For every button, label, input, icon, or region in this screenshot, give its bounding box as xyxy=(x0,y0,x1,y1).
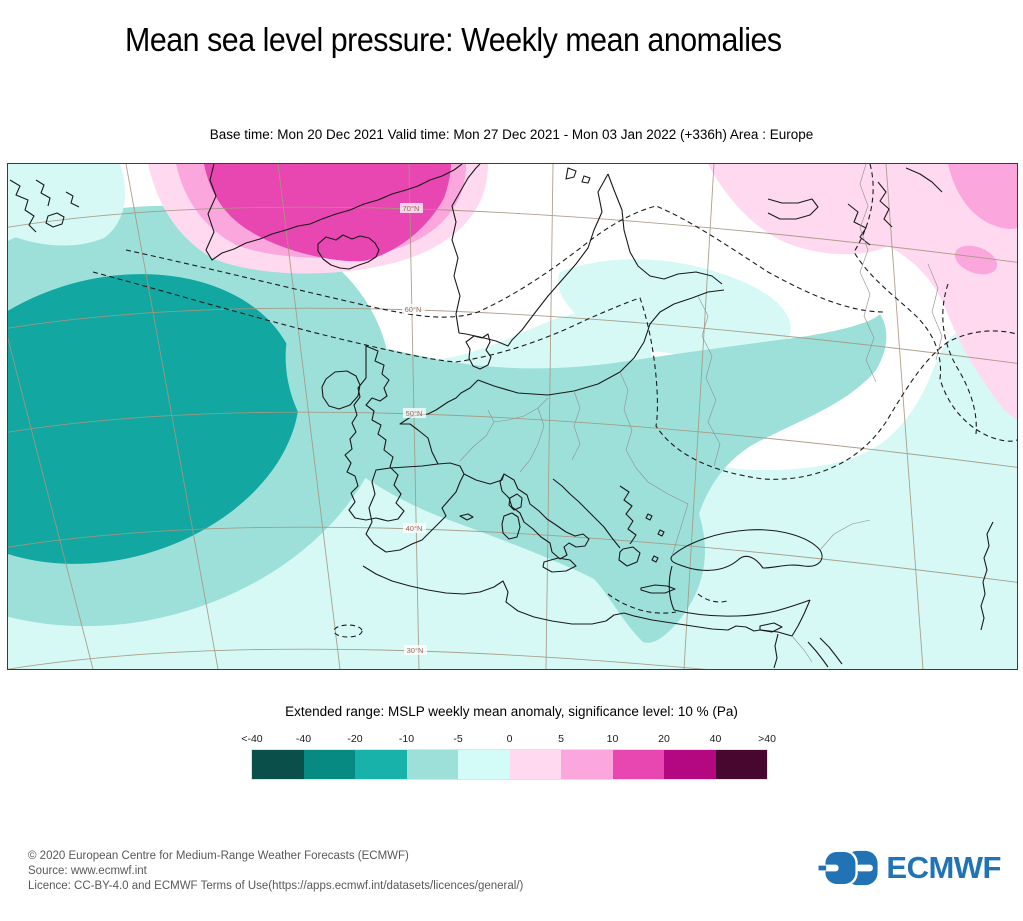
colorbar-ticks: <-40 -40 -20 -10 -5 0 5 10 20 40 >40 xyxy=(241,733,776,746)
lat-label-30n: 30°N xyxy=(407,646,424,655)
colorbar-tick-label: 40 xyxy=(709,733,722,745)
colorbar-cell xyxy=(664,750,716,779)
colorbar-cell xyxy=(509,750,561,779)
ecmwf-logo-text: ECMWF xyxy=(886,850,1001,885)
colorbar-tick-label: -5 xyxy=(453,733,463,745)
ecmwf-logo-icon xyxy=(818,849,878,887)
base-time-subtitle: Base time: Mon 20 Dec 2021 Valid time: M… xyxy=(209,127,814,142)
lat-label-40n: 40°N xyxy=(406,524,423,533)
latitude-labels: 70°N 60°N 50°N 40°N 30°N xyxy=(400,203,427,655)
coastlines xyxy=(9,164,994,669)
colorbar-tick-label: >40 xyxy=(758,733,776,745)
lat-label-50n: 50°N xyxy=(406,409,423,418)
anomaly-map: 70°N 60°N 50°N 40°N 30°N xyxy=(7,163,1018,670)
colorbar-tick-label: 5 xyxy=(558,733,564,745)
colorbar-cell xyxy=(458,750,510,779)
lat-label-70n: 70°N xyxy=(403,204,420,213)
licence-line: Licence: CC-BY-4.0 and ECMWF Terms of Us… xyxy=(28,879,524,892)
moderate-positive-spot-ne2 xyxy=(954,245,998,275)
colorbar-tick-label: -20 xyxy=(347,733,363,745)
colorbar-tick-label: 0 xyxy=(506,733,513,745)
moderate-positive-spot-ne xyxy=(948,164,1017,229)
strong-negative-core xyxy=(8,274,300,564)
colorbar-tick-label: 20 xyxy=(658,733,670,745)
colorbar-cell xyxy=(406,750,458,779)
map-canvas: 70°N 60°N 50°N 40°N 30°N xyxy=(8,164,1017,669)
colorbar-tick-label: 10 xyxy=(606,733,619,745)
colorbar xyxy=(251,749,768,780)
colorbar-tick-label: -10 xyxy=(398,733,415,745)
colorbar-tick-label: -40 xyxy=(295,733,312,745)
weak-positive-region-east xyxy=(708,164,1017,420)
ecmwf-logo: ECMWF xyxy=(818,848,1001,888)
copyright-line: © 2020 European Centre for Medium-Range … xyxy=(28,850,409,862)
colorbar-cell xyxy=(303,750,355,779)
colorbar-cell xyxy=(715,750,767,779)
country-borders xyxy=(459,164,943,663)
page-title: Mean sea level pressure: Weekly mean ano… xyxy=(125,21,782,58)
colorbar-cell xyxy=(252,750,304,779)
colorbar-cell xyxy=(612,750,664,779)
colorbar-cell xyxy=(561,750,613,779)
colorbar-cell xyxy=(355,750,407,779)
europe-medium-negative-band xyxy=(285,314,887,643)
lat-label-60n: 60°N xyxy=(405,305,422,314)
footer-credits: © 2020 European Centre for Medium-Range … xyxy=(28,849,523,893)
colorbar-tick-label: <-40 xyxy=(241,733,263,745)
legend-title: Extended range: MSLP weekly mean anomaly… xyxy=(285,704,738,719)
nw-corner-cyan xyxy=(8,164,126,246)
source-line: Source: www.ecmwf.int xyxy=(28,864,147,877)
